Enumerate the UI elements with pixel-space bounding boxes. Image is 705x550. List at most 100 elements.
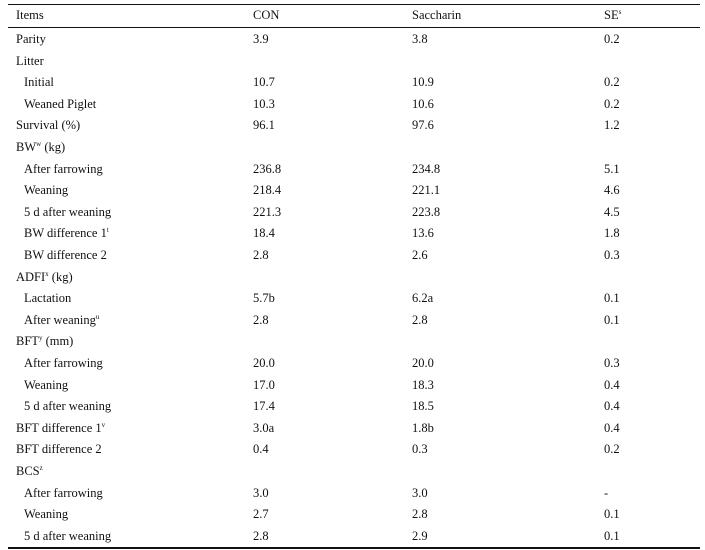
row-label: After farrowing bbox=[24, 353, 103, 373]
table-header-rule bbox=[8, 27, 700, 28]
se-value: 0.2 bbox=[604, 96, 620, 111]
saccharin-value: 10.9 bbox=[412, 75, 434, 90]
saccharin-value: 6.2a bbox=[412, 291, 434, 306]
table-row: After farrowing 236.8 234.8 5.1 bbox=[0, 159, 705, 179]
row-label-unit: (mm) bbox=[42, 334, 74, 349]
table-row: BW difference 2 2.8 2.6 0.3 bbox=[0, 245, 705, 265]
row-label-text: Weaning bbox=[24, 507, 69, 522]
se-value: 4.6 bbox=[604, 183, 620, 198]
saccharin-value: 3.8 bbox=[412, 32, 428, 46]
table-row: ADFIx (kg) bbox=[0, 267, 705, 287]
row-label: BCSz bbox=[16, 461, 43, 481]
saccharin-value: 234.8 bbox=[412, 161, 441, 176]
con-value: 2.8 bbox=[253, 248, 269, 262]
saccharin-value: 18.5 bbox=[412, 399, 434, 414]
row-label-text: After farrowing bbox=[24, 485, 103, 500]
header-items: Items bbox=[16, 8, 44, 22]
table-row: 5 d after weaning 2.8 2.9 0.1 bbox=[0, 526, 705, 546]
row-label: 5 d after weaning bbox=[24, 202, 111, 222]
row-label: BFTy (mm) bbox=[16, 331, 73, 351]
row-label-text: After farrowing bbox=[24, 356, 103, 370]
footnote-marker: x bbox=[45, 269, 49, 278]
se-value: 0.4 bbox=[604, 420, 620, 435]
row-label: BFT difference 2 bbox=[16, 439, 102, 459]
row-label-text: 5 d after weaning bbox=[24, 399, 112, 414]
con-value: 2.8 bbox=[253, 528, 269, 543]
row-label: After farrowing bbox=[24, 483, 103, 503]
se-value: 0.2 bbox=[604, 75, 620, 90]
saccharin-value: 0.3 bbox=[412, 442, 428, 457]
row-label: BFT difference 1v bbox=[16, 418, 105, 438]
table-row: Survival (%) 96.1 97.6 1.2 bbox=[0, 115, 705, 135]
table-header-row: Items CON Saccharin SEs bbox=[0, 5, 705, 25]
saccharin-value: 20.0 bbox=[412, 356, 434, 370]
se-value: 0.4 bbox=[604, 399, 620, 414]
se-value: - bbox=[604, 485, 609, 500]
con-value: 2.7 bbox=[253, 507, 269, 522]
saccharin-value: 2.8 bbox=[412, 312, 428, 327]
con-value: 0.4 bbox=[253, 442, 269, 457]
footnote-marker: t bbox=[106, 226, 109, 235]
table-row: Weaning 2.7 2.8 0.1 bbox=[0, 504, 705, 524]
con-value: 17.4 bbox=[253, 399, 275, 414]
saccharin-value: 223.8 bbox=[412, 204, 441, 219]
con-value: 218.4 bbox=[253, 183, 282, 198]
se-value: 0.2 bbox=[604, 32, 620, 46]
footnote-marker: u bbox=[95, 312, 100, 321]
table-row: Weaned Piglet 10.3 10.6 0.2 bbox=[0, 94, 705, 114]
saccharin-value: 3.0 bbox=[412, 485, 428, 500]
row-label-text: Parity bbox=[16, 32, 46, 46]
row-label-text: After weaning bbox=[24, 312, 96, 327]
se-value: 5.1 bbox=[604, 161, 620, 176]
header-saccharin: Saccharin bbox=[412, 8, 462, 22]
saccharin-value: 221.1 bbox=[412, 183, 441, 198]
row-label: BW difference 2 bbox=[24, 245, 107, 265]
se-value: 4.5 bbox=[604, 204, 620, 219]
table-row: Weaning 17.0 18.3 0.4 bbox=[0, 375, 705, 395]
table-row: BFTy (mm) bbox=[0, 331, 705, 351]
row-label-text: Weaning bbox=[24, 183, 69, 198]
footnote-marker: y bbox=[38, 334, 43, 343]
saccharin-value: 97.6 bbox=[412, 118, 434, 133]
con-value: 221.3 bbox=[253, 204, 282, 219]
table-row: After farrowing 3.0 3.0 - bbox=[0, 483, 705, 503]
se-value: 1.8 bbox=[604, 226, 620, 241]
row-label-text: BFT difference 1 bbox=[16, 420, 102, 435]
row-label-unit: (kg) bbox=[41, 140, 66, 154]
con-value: 10.3 bbox=[253, 96, 275, 111]
table-top-rule bbox=[8, 4, 700, 5]
row-label: Weaning bbox=[24, 375, 68, 395]
saccharin-value: 2.6 bbox=[412, 248, 428, 262]
table-row: BWw (kg) bbox=[0, 137, 705, 157]
con-value: 10.7 bbox=[253, 75, 275, 90]
header-se-footnote: s bbox=[618, 8, 622, 16]
con-value: 96.1 bbox=[253, 118, 275, 133]
saccharin-value: 1.8b bbox=[412, 420, 434, 435]
se-value: 0.4 bbox=[604, 377, 620, 392]
con-value: 236.8 bbox=[253, 161, 282, 176]
row-label: ADFIx (kg) bbox=[16, 267, 73, 287]
row-label-text: Weaning bbox=[24, 377, 69, 392]
table-bottom-rule bbox=[8, 547, 700, 549]
con-value: 3.0a bbox=[253, 420, 275, 435]
saccharin-value: 13.6 bbox=[412, 226, 434, 241]
con-value: 18.4 bbox=[253, 226, 275, 241]
row-label-text: Lactation bbox=[24, 291, 72, 306]
table-row: 5 d after weaning 17.4 18.5 0.4 bbox=[0, 396, 705, 416]
table-row: After farrowing 20.0 20.0 0.3 bbox=[0, 353, 705, 373]
table-row: BFT difference 1v 3.0a 1.8b 0.4 bbox=[0, 418, 705, 438]
row-label: 5 d after weaning bbox=[24, 396, 111, 416]
se-value: 0.1 bbox=[604, 507, 620, 522]
row-label-text: Initial bbox=[24, 75, 54, 90]
header-se: SEs bbox=[604, 5, 621, 25]
table-row: Parity 3.9 3.8 0.2 bbox=[0, 29, 705, 49]
row-label-text: BCS bbox=[16, 464, 40, 478]
row-label: BW difference 1t bbox=[24, 223, 109, 243]
con-value: 2.8 bbox=[253, 312, 269, 327]
row-label: Litter bbox=[16, 51, 44, 71]
saccharin-value: 18.3 bbox=[412, 377, 434, 392]
row-label-text: BW bbox=[16, 140, 37, 154]
se-value: 1.2 bbox=[604, 118, 620, 133]
header-se-label: SE bbox=[604, 8, 619, 22]
row-label-text: Survival (%) bbox=[16, 118, 81, 133]
